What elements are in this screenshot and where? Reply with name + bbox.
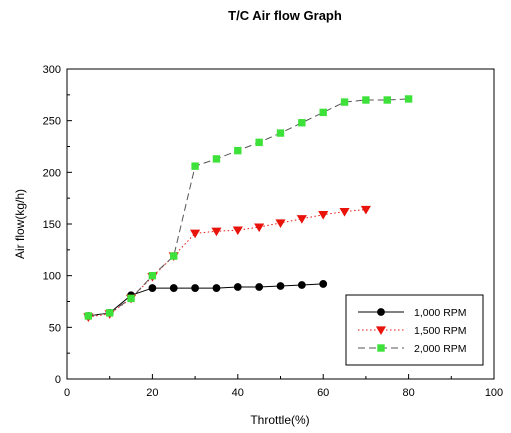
legend-marker [377,344,385,352]
series-3 [84,95,413,320]
data-point [148,284,157,292]
data-point [255,283,264,291]
data-point [296,215,307,224]
legend-item: 1,000 RPM [358,307,467,319]
data-point [212,284,221,292]
data-point [84,312,93,320]
data-point [106,309,114,317]
data-point [211,227,222,237]
data-point [191,162,199,170]
x-axis: 0 20 40 60 80 100 [64,374,503,399]
legend-marker [377,308,385,316]
y-axis-label: Air flow(kg/h) [13,189,27,259]
data-point [127,294,135,303]
legend-item: 2,000 RPM [358,343,467,355]
data-point [340,98,349,106]
data-point [148,271,157,280]
data-point [275,219,286,228]
data-point [319,280,328,288]
data-point [255,138,263,147]
y-tick-label: 300 [43,64,61,76]
data-point [360,205,371,215]
data-point [276,282,285,290]
series-1 [84,280,328,320]
data-point [212,155,221,163]
data-point [232,226,243,236]
y-tick-label: 100 [43,271,61,283]
legend-item: 1,500 RPM [358,325,467,337]
data-point [190,229,201,239]
data-point [191,284,200,292]
legend-label: 2,000 RPM [414,343,467,355]
y-axis: 0 50 100 150 200 250 300 [43,64,72,386]
legend-label: 1,000 RPM [414,307,467,319]
y-tick-label: 0 [55,374,61,386]
y-tick-label: 50 [49,322,61,334]
x-axis-label: Throttle(%) [250,413,309,427]
x-tick-label: 40 [232,387,244,399]
data-point [170,252,178,260]
series-2 [83,205,371,322]
data-point [297,281,306,289]
series-line [88,283,324,317]
data-point [362,96,370,104]
data-point [276,129,285,137]
series-line [88,98,409,317]
legend-label: 1,500 RPM [414,325,467,337]
legend-box [345,294,484,366]
data-point [169,284,178,292]
legend: 1,000 RPM 1,500 RPM 2,000 RPM [345,294,484,366]
data-point [319,108,327,117]
x-tick-label: 60 [317,387,329,399]
x-tick-label: 100 [485,387,503,399]
data-point [339,207,350,217]
data-point [234,146,242,155]
data-point [318,211,329,220]
series-layer [83,95,413,322]
x-tick-label: 20 [146,387,158,399]
y-tick-label: 200 [43,167,61,179]
y-tick-label: 250 [43,116,61,128]
data-point [233,283,242,291]
chart-title: T/C Air flow Graph [228,8,342,23]
data-point [383,96,391,104]
x-tick-label: 0 [64,387,70,399]
y-tick-label: 150 [43,219,61,231]
data-point [298,119,306,127]
x-tick-label: 80 [402,387,414,399]
data-point [404,95,413,103]
legend-marker [375,326,387,335]
data-point [254,223,265,233]
